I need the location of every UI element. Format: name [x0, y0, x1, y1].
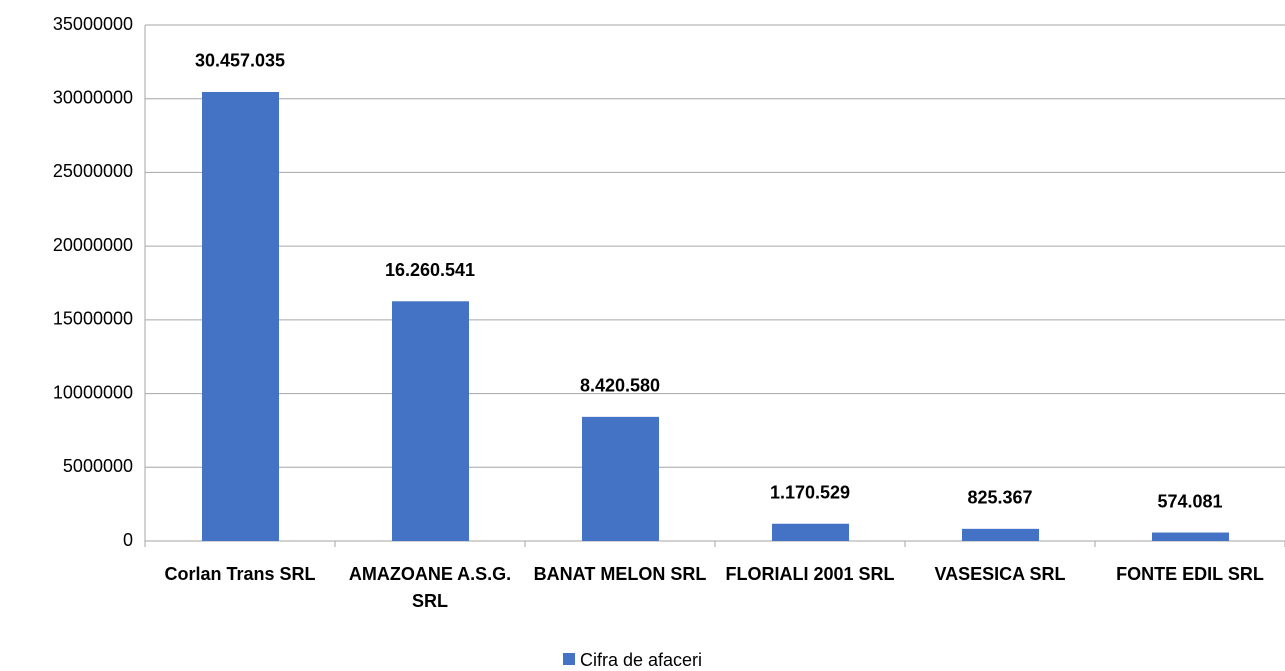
- y-tick-label: 0: [123, 530, 133, 550]
- y-tick-label: 35000000: [53, 14, 133, 34]
- y-tick-label: 15000000: [53, 309, 133, 329]
- bar: [772, 523, 849, 541]
- bar: [1152, 532, 1229, 541]
- y-tick-label: 30000000: [53, 87, 133, 107]
- bar: [202, 91, 279, 541]
- bar: [582, 416, 659, 541]
- x-tick-label: BANAT MELON SRL: [533, 564, 707, 584]
- x-tick-label: AMAZOANE A.S.G. SRL: [348, 564, 512, 611]
- data-label: 8.420.580: [580, 376, 660, 396]
- y-tick-label: 5000000: [63, 456, 133, 476]
- x-tick-label: VASESICA SRL: [934, 564, 1066, 584]
- y-tick-label: 10000000: [53, 382, 133, 402]
- x-tick-label: FONTE EDIL SRL: [1116, 564, 1264, 584]
- bar: [962, 528, 1039, 541]
- data-label: 574.081: [1157, 491, 1222, 511]
- legend-swatch: [563, 653, 575, 665]
- y-tick-label: 25000000: [53, 161, 133, 181]
- data-label: 30.457.035: [195, 51, 285, 71]
- data-label: 825.367: [967, 488, 1032, 508]
- data-label: 1.170.529: [770, 482, 850, 502]
- data-label: 16.260.541: [385, 260, 475, 280]
- x-tick-label: FLORIALI 2001 SRL: [725, 564, 895, 584]
- x-tick-label: Corlan Trans SRL: [164, 564, 316, 584]
- bar: [392, 301, 469, 541]
- y-tick-label: 20000000: [53, 235, 133, 255]
- legend-label: Cifra de afaceri: [580, 650, 702, 670]
